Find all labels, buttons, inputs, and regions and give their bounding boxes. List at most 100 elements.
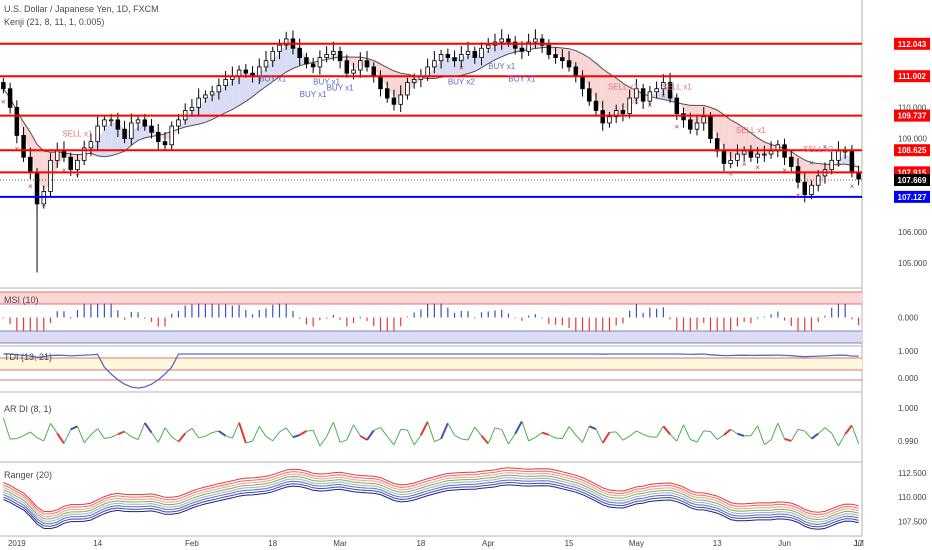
candle [681, 107, 686, 128]
ardi-segment [804, 430, 812, 440]
candle-body [351, 69, 356, 74]
ardi-segment [171, 436, 179, 443]
ardi-segment [124, 431, 132, 438]
ardi-segment [380, 427, 388, 437]
candle [438, 49, 444, 69]
time-tick-label: 17 [854, 539, 863, 548]
ardi-segment [393, 429, 402, 446]
cloud-segment [205, 94, 213, 123]
signal-marker: × [809, 158, 814, 167]
candle-body [445, 54, 451, 58]
cloud-segment [494, 42, 502, 60]
ardi-segment [137, 422, 146, 440]
candle [331, 41, 336, 61]
candle-body [573, 66, 579, 77]
candle-body [533, 38, 538, 43]
candle [135, 115, 141, 131]
ardi-panel[interactable]: AR DI (8, 1) [2, 404, 860, 447]
candle-body [156, 131, 161, 143]
ardi-segment [63, 429, 72, 444]
candle-body [654, 88, 659, 93]
ranger-panel[interactable]: Ranger (20) [3, 467, 859, 530]
ardi-segment [595, 428, 604, 444]
signal-label: BUY x2 [448, 77, 476, 86]
candle-body [310, 63, 316, 68]
ardi-segment [669, 433, 678, 442]
candle-body [216, 85, 222, 93]
candle [472, 46, 478, 64]
candle-body [526, 41, 531, 52]
signal-label: SELL x3 [608, 83, 638, 92]
candle [283, 31, 289, 50]
ardi-segment [555, 437, 563, 440]
cloud-segment [723, 114, 731, 159]
ranger-tick-label: 112.500 [898, 469, 927, 478]
tdi-panel[interactable]: TDI (13, 21) [0, 352, 862, 389]
candle-body [768, 150, 774, 155]
price-tick-label: 106.000 [898, 228, 927, 237]
candle-body [344, 60, 350, 74]
ardi-tick-label: 0.990 [898, 437, 919, 446]
candle [533, 29, 538, 49]
ardi-segment [285, 427, 294, 438]
cloud-segment [225, 80, 233, 113]
cloud-segment [488, 45, 495, 64]
candle-body [384, 88, 390, 99]
ardi-segment [151, 432, 159, 443]
time-tick-label: Apr [482, 539, 495, 548]
ardi-segment [29, 431, 38, 438]
candle [358, 52, 363, 78]
cloud-segment [245, 73, 253, 102]
candle-body [748, 150, 754, 158]
ardi-segment [131, 436, 139, 440]
candle-body [405, 82, 410, 96]
msi-panel[interactable]: MSI (10) [0, 291, 862, 344]
ranger-line [3, 467, 859, 513]
candle-body [243, 69, 249, 74]
price-levels [0, 42, 862, 198]
cloud-segment [750, 132, 758, 155]
msi-title: MSI (10) [4, 295, 39, 305]
cloud-segment [791, 151, 799, 169]
candle-body [438, 54, 444, 62]
ardi-segment [487, 427, 496, 444]
ardi-segment [454, 434, 462, 440]
cloud-segment [447, 57, 455, 77]
candle [310, 57, 316, 74]
candle-body [135, 119, 141, 124]
ardi-segment [575, 434, 583, 443]
ardi-segment [299, 430, 307, 436]
candles[interactable] [1, 29, 861, 273]
candle [418, 69, 424, 88]
time-tick-label: Feb [185, 539, 199, 548]
ardi-segment [514, 420, 523, 435]
ardi-segment [494, 427, 502, 431]
ardi-tick-label: 1.000 [898, 404, 919, 413]
ardi-segment [528, 437, 536, 442]
candle-body [681, 113, 686, 121]
ardi-segment [710, 431, 718, 440]
candle [391, 89, 397, 111]
level-label: 108.625 [898, 146, 927, 155]
candle-body [169, 125, 174, 146]
ardi-segment [622, 435, 630, 441]
cloud-segment [602, 68, 610, 117]
candle-body [411, 78, 417, 83]
candle [566, 51, 572, 72]
candle-body [324, 54, 329, 58]
candle [661, 74, 666, 97]
ardi-segment [346, 424, 355, 441]
candle [149, 118, 154, 139]
ardi-segment [70, 425, 78, 431]
candle-body [162, 141, 168, 146]
signal-marker: × [755, 163, 760, 172]
candle-body [317, 57, 323, 68]
candle [694, 114, 700, 136]
candle [479, 42, 484, 66]
tdi-tick-label: 1.000 [898, 347, 919, 356]
candle-body [81, 147, 87, 161]
candle-body [176, 119, 181, 127]
